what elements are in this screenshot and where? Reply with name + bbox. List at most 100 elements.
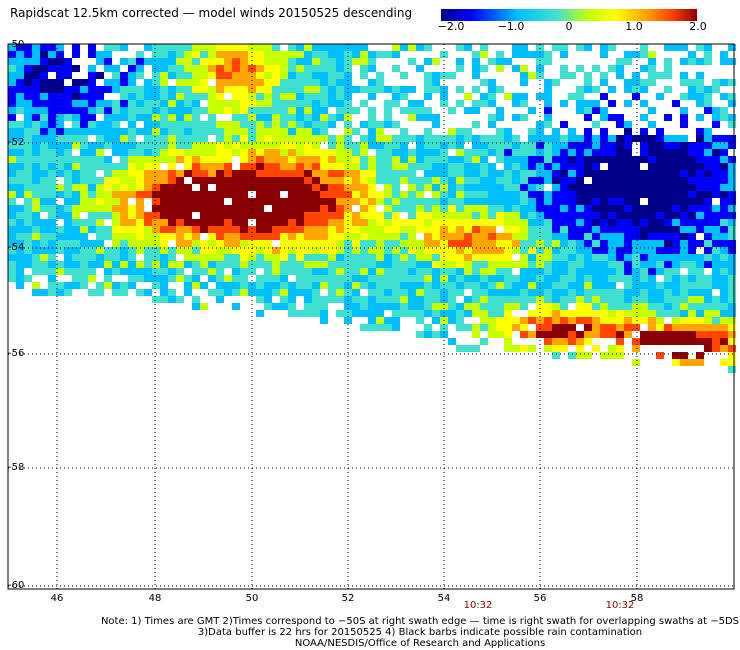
data-cell xyxy=(488,135,496,142)
data-cell xyxy=(400,72,408,79)
data-cell xyxy=(512,170,520,177)
data-cell xyxy=(592,156,600,163)
data-cell xyxy=(168,205,176,212)
data-cell xyxy=(16,184,24,191)
data-cell xyxy=(432,58,440,65)
data-cell xyxy=(192,247,200,254)
data-cell xyxy=(136,219,144,226)
data-cell xyxy=(160,289,168,296)
data-cell xyxy=(528,310,536,317)
data-cell xyxy=(232,289,240,296)
data-cell xyxy=(360,198,368,205)
data-cell xyxy=(552,254,560,261)
data-cell xyxy=(432,331,440,338)
data-cell xyxy=(552,317,560,324)
data-cell xyxy=(112,72,120,79)
data-cell xyxy=(288,184,296,191)
data-cell xyxy=(136,86,144,93)
data-cell xyxy=(248,128,256,135)
data-cell xyxy=(688,282,696,289)
data-cell xyxy=(600,93,608,100)
data-cell xyxy=(152,65,160,72)
data-cell xyxy=(560,247,568,254)
data-cell xyxy=(64,177,72,184)
data-cell xyxy=(144,170,152,177)
data-cell xyxy=(336,296,344,303)
data-cell xyxy=(64,191,72,198)
data-cell xyxy=(240,261,248,268)
data-cell xyxy=(184,156,192,163)
data-cell xyxy=(288,51,296,58)
data-cell xyxy=(448,135,456,142)
data-cell xyxy=(504,240,512,247)
lat-label-54: -54 xyxy=(8,242,25,253)
data-cell xyxy=(640,100,648,107)
data-cell xyxy=(288,170,296,177)
data-cell xyxy=(312,289,320,296)
data-cell xyxy=(216,149,224,156)
data-cell xyxy=(160,247,168,254)
data-cell xyxy=(632,156,640,163)
data-cell xyxy=(312,107,320,114)
data-cell xyxy=(344,184,352,191)
data-cell xyxy=(200,149,208,156)
data-cell xyxy=(624,268,632,275)
data-cell xyxy=(728,303,736,310)
data-cell xyxy=(512,177,520,184)
data-cell xyxy=(624,275,632,282)
data-cell xyxy=(528,72,536,79)
data-cell xyxy=(24,107,32,114)
data-cell xyxy=(208,142,216,149)
data-cell xyxy=(480,184,488,191)
data-cell xyxy=(568,142,576,149)
data-cell xyxy=(472,275,480,282)
data-cell xyxy=(48,205,56,212)
data-cell xyxy=(384,51,392,58)
data-cell xyxy=(256,149,264,156)
data-cell xyxy=(680,198,688,205)
data-cell xyxy=(448,310,456,317)
data-cell xyxy=(712,184,720,191)
data-cell xyxy=(248,44,256,51)
data-cell xyxy=(616,331,624,338)
data-cell xyxy=(136,170,144,177)
data-cell xyxy=(592,282,600,289)
data-cell xyxy=(552,219,560,226)
data-cell xyxy=(16,128,24,135)
data-cell xyxy=(168,226,176,233)
data-cell xyxy=(56,51,64,58)
data-cell xyxy=(8,79,16,86)
data-cell xyxy=(520,317,528,324)
data-cell xyxy=(320,121,328,128)
data-cell xyxy=(576,247,584,254)
data-cell xyxy=(568,317,576,324)
data-cell xyxy=(608,163,616,170)
data-cell xyxy=(528,135,536,142)
data-cell xyxy=(424,156,432,163)
data-cell xyxy=(408,254,416,261)
data-cell xyxy=(440,156,448,163)
data-cell xyxy=(256,163,264,170)
data-cell xyxy=(256,121,264,128)
data-cell xyxy=(104,79,112,86)
data-cell xyxy=(608,289,616,296)
data-cell xyxy=(440,142,448,149)
data-cell xyxy=(336,205,344,212)
data-cell xyxy=(72,184,80,191)
data-cell xyxy=(248,170,256,177)
data-cell xyxy=(296,282,304,289)
data-cell xyxy=(624,289,632,296)
data-cell xyxy=(616,170,624,177)
data-cell xyxy=(464,268,472,275)
data-cell xyxy=(336,149,344,156)
data-cell xyxy=(416,289,424,296)
data-cell xyxy=(232,51,240,58)
data-cell xyxy=(8,198,16,205)
data-cell xyxy=(392,219,400,226)
data-cell xyxy=(680,359,688,366)
data-cell xyxy=(672,219,680,226)
data-cell xyxy=(552,352,560,359)
data-cell xyxy=(288,107,296,114)
data-cell xyxy=(568,254,576,261)
data-cell xyxy=(88,275,96,282)
